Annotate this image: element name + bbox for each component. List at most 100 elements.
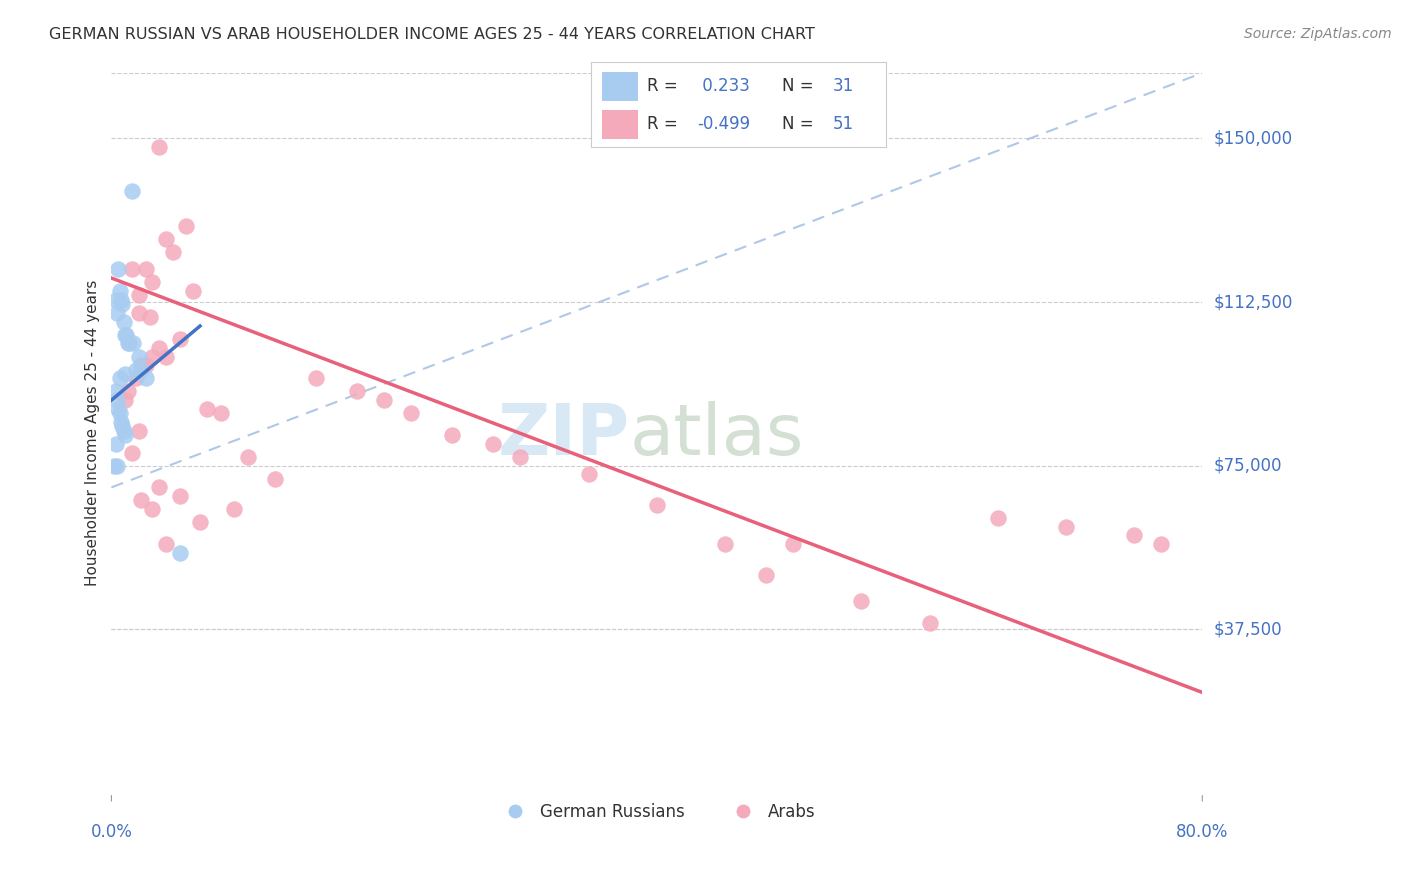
Point [181, 284, 204, 298]
Point [121, 262, 143, 277]
Point [188, 516, 211, 530]
Text: N =: N = [782, 78, 820, 95]
Y-axis label: Householder Income Ages 25 - 44 years: Householder Income Ages 25 - 44 years [86, 280, 100, 586]
Point [110, 293, 132, 307]
Text: R =: R = [647, 115, 683, 133]
Point [155, 350, 177, 364]
Point [224, 502, 246, 516]
Point [128, 424, 150, 438]
Point [105, 306, 128, 320]
Text: $112,500: $112,500 [1213, 293, 1292, 311]
Point [104, 293, 127, 307]
Point [128, 350, 150, 364]
Point [108, 406, 131, 420]
Point [141, 350, 163, 364]
Point [131, 493, 153, 508]
Text: GERMAN RUSSIAN VS ARAB HOUSEHOLDER INCOME AGES 25 - 44 YEARS CORRELATION CHART: GERMAN RUSSIAN VS ARAB HOUSEHOLDER INCOM… [49, 27, 815, 42]
Legend: German Russians, Arabs: German Russians, Arabs [492, 797, 823, 828]
Point [987, 511, 1010, 525]
Point [104, 384, 127, 399]
Point [346, 384, 368, 399]
Point [918, 615, 941, 630]
Text: 0.233: 0.233 [697, 78, 749, 95]
Point [117, 384, 139, 399]
Point [112, 315, 135, 329]
Point [645, 498, 668, 512]
Point [103, 458, 125, 473]
Point [131, 362, 153, 376]
Point [176, 219, 198, 233]
Text: N =: N = [782, 115, 820, 133]
Point [111, 419, 134, 434]
Point [110, 415, 132, 429]
Text: 51: 51 [832, 115, 853, 133]
Point [121, 184, 143, 198]
Point [155, 537, 177, 551]
Point [148, 140, 170, 154]
Point [134, 371, 156, 385]
Point [105, 458, 128, 473]
Bar [602, 71, 638, 101]
Point [169, 489, 191, 503]
Point [264, 472, 287, 486]
Point [105, 393, 128, 408]
Point [1150, 537, 1173, 551]
Point [169, 332, 191, 346]
Point [755, 567, 778, 582]
Point [441, 428, 464, 442]
Point [115, 327, 138, 342]
Point [148, 341, 170, 355]
Point [373, 393, 395, 408]
Point [509, 450, 531, 464]
Point [851, 594, 873, 608]
Point [104, 437, 127, 451]
Point [141, 502, 163, 516]
Bar [602, 110, 638, 139]
Point [141, 276, 163, 290]
Point [108, 371, 131, 385]
Point [162, 244, 184, 259]
Point [118, 336, 141, 351]
Point [236, 450, 259, 464]
Text: atlas: atlas [630, 401, 804, 469]
Point [782, 537, 804, 551]
Point [305, 371, 328, 385]
Point [114, 327, 136, 342]
Point [128, 288, 150, 302]
Point [125, 371, 148, 385]
Point [482, 437, 505, 451]
Point [138, 310, 160, 325]
Point [195, 401, 218, 416]
Point [117, 336, 139, 351]
Text: Source: ZipAtlas.com: Source: ZipAtlas.com [1244, 27, 1392, 41]
Text: ZIP: ZIP [498, 401, 630, 469]
Text: R =: R = [647, 78, 683, 95]
Text: $150,000: $150,000 [1213, 129, 1292, 147]
Point [209, 406, 232, 420]
Point [578, 467, 600, 482]
Point [1123, 528, 1146, 542]
Point [134, 358, 156, 372]
Point [128, 306, 150, 320]
Point [401, 406, 423, 420]
Point [1054, 519, 1077, 533]
Point [108, 284, 131, 298]
Point [121, 445, 143, 459]
Point [114, 367, 136, 381]
Text: 0.0%: 0.0% [90, 823, 132, 841]
Point [114, 393, 136, 408]
Point [134, 262, 156, 277]
Text: $75,000: $75,000 [1213, 457, 1282, 475]
Point [107, 262, 129, 277]
Point [122, 336, 145, 351]
Text: -0.499: -0.499 [697, 115, 749, 133]
Text: 31: 31 [832, 78, 853, 95]
Point [148, 480, 170, 494]
Point [714, 537, 737, 551]
Point [131, 358, 153, 372]
Point [107, 401, 129, 416]
Point [114, 428, 136, 442]
Text: $37,500: $37,500 [1213, 620, 1282, 638]
Point [169, 546, 191, 560]
Text: 80.0%: 80.0% [1177, 823, 1229, 841]
